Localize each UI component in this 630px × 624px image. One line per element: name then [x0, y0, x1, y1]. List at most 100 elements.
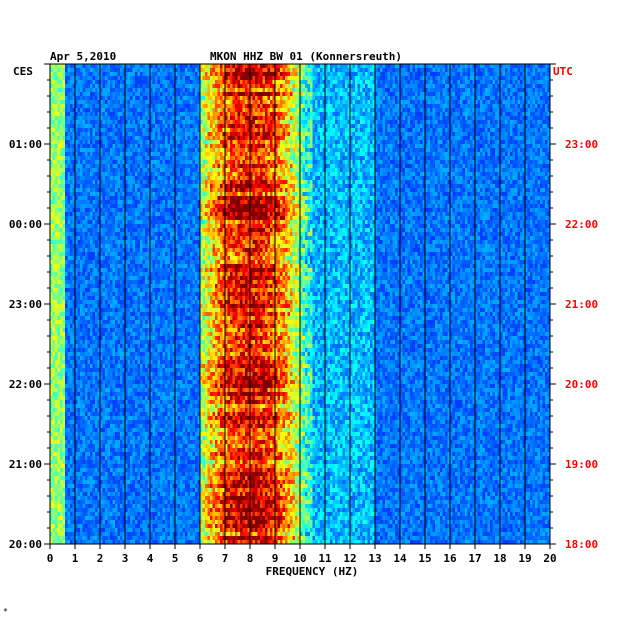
heatmap-cell — [280, 88, 283, 93]
heatmap-cell — [507, 108, 511, 113]
heatmap-cell — [77, 104, 81, 109]
heatmap-cell — [245, 144, 248, 149]
heatmap-cell — [235, 96, 238, 101]
heatmap-cell — [252, 88, 256, 93]
heatmap-cell — [185, 132, 188, 137]
heatmap-cell — [52, 108, 56, 113]
heatmap-cell — [142, 88, 146, 93]
heatmap-cell — [380, 72, 383, 77]
heatmap-cell — [62, 92, 66, 97]
heatmap-cell — [222, 68, 226, 73]
heatmap-cell — [130, 68, 133, 73]
heatmap-cell — [527, 104, 531, 109]
heatmap-cell — [507, 68, 511, 73]
heatmap-cell — [200, 64, 203, 69]
heatmap-cell — [220, 72, 223, 77]
heatmap-cell — [280, 108, 283, 113]
heatmap-cell — [187, 64, 191, 69]
heatmap-cell — [100, 148, 103, 153]
heatmap-cell — [480, 100, 483, 105]
heatmap-cell — [162, 120, 166, 125]
heatmap-cell — [402, 120, 406, 125]
heatmap-cell — [175, 96, 178, 101]
heatmap-cell — [155, 112, 158, 117]
heatmap-cell — [247, 140, 251, 145]
heatmap-cell — [55, 96, 58, 101]
heatmap-cell — [280, 124, 283, 129]
heatmap-cell — [137, 108, 141, 113]
heatmap-cell — [132, 144, 136, 149]
heatmap-cell — [70, 88, 73, 93]
heatmap-cell — [445, 156, 448, 161]
heatmap-cell — [210, 156, 213, 161]
heatmap-cell — [482, 64, 486, 69]
heatmap-cell — [397, 136, 401, 141]
heatmap-cell — [185, 148, 188, 153]
heatmap-cell — [525, 148, 528, 153]
heatmap-cell — [105, 92, 108, 97]
heatmap-cell — [422, 88, 426, 93]
heatmap-cell — [375, 88, 378, 93]
heatmap-cell — [367, 64, 371, 69]
heatmap-cell — [450, 112, 453, 117]
heatmap-cell — [242, 96, 246, 101]
heatmap-cell — [360, 104, 363, 109]
heatmap-cell — [60, 80, 63, 85]
heatmap-cell — [122, 132, 126, 137]
heatmap-cell — [175, 140, 178, 145]
heatmap-cell — [130, 92, 133, 97]
heatmap-cell — [385, 92, 388, 97]
heatmap-cell — [72, 68, 76, 73]
heatmap-cell — [242, 104, 246, 109]
heatmap-cell — [282, 160, 286, 165]
heatmap-cell — [262, 76, 266, 81]
heatmap-cell — [355, 136, 358, 141]
heatmap-cell — [362, 112, 366, 117]
heatmap-cell — [162, 88, 166, 93]
heatmap-cell — [242, 132, 246, 137]
heatmap-cell — [262, 144, 266, 149]
heatmap-cell — [487, 136, 491, 141]
heatmap-cell — [140, 76, 143, 81]
heatmap-cell — [290, 92, 293, 97]
heatmap-cell — [247, 128, 251, 133]
heatmap-cell — [477, 92, 481, 97]
heatmap-cell — [477, 72, 481, 77]
heatmap-cell — [275, 108, 278, 113]
heatmap-cell — [450, 104, 453, 109]
heatmap-cell — [282, 88, 286, 93]
heatmap-cell — [422, 160, 426, 165]
heatmap-cell — [87, 100, 91, 105]
heatmap-cell — [312, 72, 316, 77]
heatmap-cell — [197, 68, 201, 73]
heatmap-cell — [122, 116, 126, 121]
heatmap-cell — [355, 120, 358, 125]
heatmap-cell — [262, 104, 266, 109]
heatmap-cell — [335, 144, 338, 149]
heatmap-cell — [542, 108, 546, 113]
heatmap-cell — [92, 88, 96, 93]
heatmap-cell — [177, 100, 181, 105]
heatmap-cell — [57, 116, 61, 121]
heatmap-cell — [400, 156, 403, 161]
heatmap-cell — [302, 64, 306, 69]
heatmap-cell — [77, 92, 81, 97]
heatmap-cell — [70, 160, 73, 165]
heatmap-cell — [440, 156, 443, 161]
heatmap-cell — [392, 108, 396, 113]
heatmap-cell — [380, 152, 383, 157]
heatmap-cell — [400, 124, 403, 129]
heatmap-cell — [290, 156, 293, 161]
heatmap-cell — [197, 100, 201, 105]
heatmap-cell — [312, 120, 316, 125]
heatmap-cell — [127, 128, 131, 133]
heatmap-cell — [417, 72, 421, 77]
heatmap-cell — [530, 100, 533, 105]
heatmap-cell — [127, 132, 131, 137]
heatmap-cell — [447, 72, 451, 77]
heatmap-cell — [477, 136, 481, 141]
heatmap-cell — [122, 68, 126, 73]
heatmap-cell — [167, 140, 171, 145]
heatmap-cell — [280, 84, 283, 89]
heatmap-cell — [90, 144, 93, 149]
